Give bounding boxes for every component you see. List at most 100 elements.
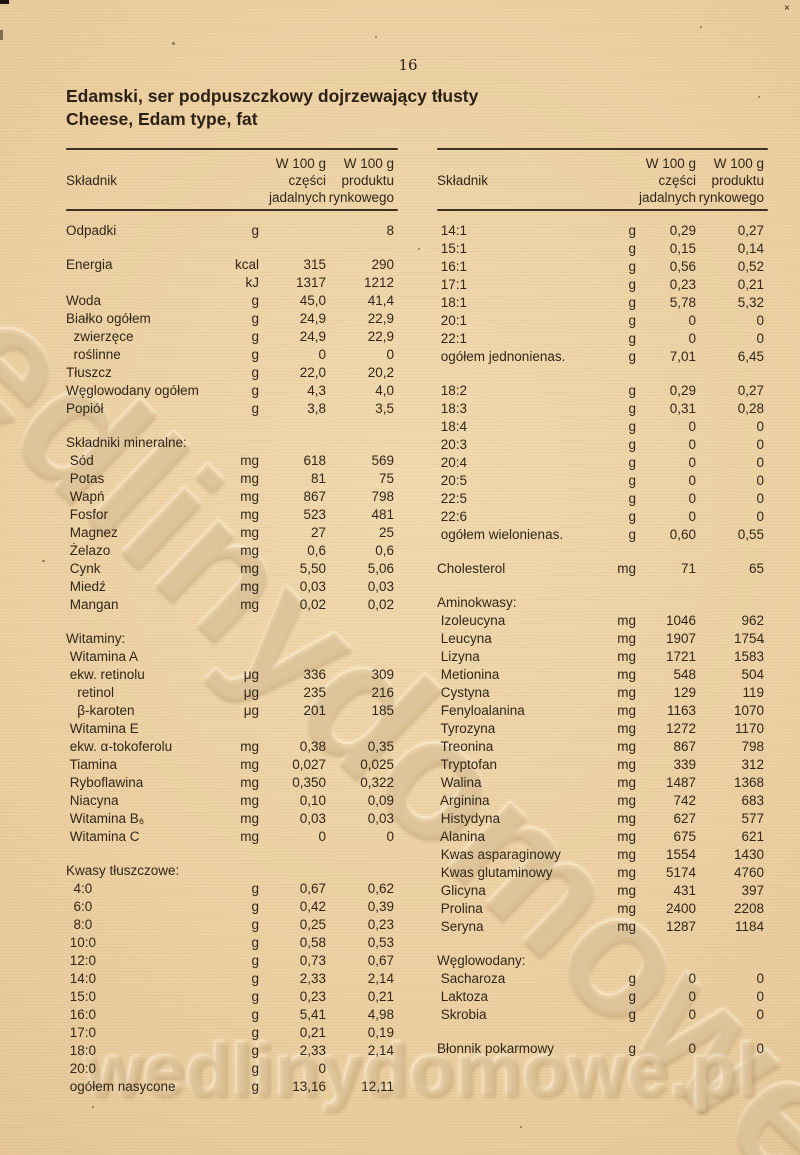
row-label: 10:0: [66, 935, 97, 950]
table-row: Kwas glutaminowy mg 5174 4760: [437, 864, 764, 882]
table-row: Sód mg 618 569: [66, 452, 394, 470]
table-row: Węglowodany ogółem g 4,3 4,0: [66, 382, 394, 400]
row-label: Niacyna: [66, 793, 119, 808]
row-value-market: 1754: [733, 631, 764, 646]
row-unit: mg: [617, 793, 636, 808]
row-label: β-karoten: [66, 703, 135, 718]
row-value-market: [696, 952, 764, 970]
row-label: Alanina: [437, 829, 486, 844]
row-unit: kJ: [245, 275, 260, 290]
row-unit: mg: [617, 811, 636, 826]
row-label: ekw. α-tokoferolu: [66, 739, 173, 754]
row-value-market: 0,39: [367, 899, 394, 914]
row-unit: mg: [240, 757, 259, 772]
row-unit: g: [628, 277, 636, 292]
row-label: Cystyna: [437, 685, 490, 700]
row-label: Leucyna: [437, 631, 492, 646]
row-value-market: 75: [378, 471, 394, 486]
table-row: 18:3 g 0,31 0,28: [437, 400, 764, 418]
row-value-market: 798: [371, 489, 394, 504]
row-value-market: 0,67: [367, 953, 394, 968]
table-row: 18:4 g 0 0: [437, 418, 764, 436]
row-value-market: 0,6: [375, 543, 394, 558]
row-label: Seryna: [437, 919, 484, 934]
row-label: 14:1: [437, 223, 468, 238]
row-label: Cynk: [66, 561, 101, 576]
row-value-market: 0,03: [367, 811, 394, 826]
row-label: 18:0: [66, 1043, 97, 1058]
row-label: Sacharoza: [437, 971, 506, 986]
row-value-edible: 0: [688, 989, 696, 1004]
row-value-market: 119: [742, 685, 764, 700]
row-value-market: 0: [756, 1041, 764, 1056]
row-unit: g: [251, 935, 259, 950]
row-value-market: 2,14: [367, 971, 394, 986]
table-row: 20:0 g 0: [66, 1060, 394, 1078]
row-value-edible: 0,6: [307, 543, 326, 558]
table-row: Witamina B₆ mg 0,03 0,03: [66, 810, 394, 828]
table-row: Walina mg 1487 1368: [437, 774, 764, 792]
row-unit: mg: [617, 721, 636, 736]
row-value-edible: 0: [688, 1041, 696, 1056]
table-row: 22:6 g 0 0: [437, 508, 764, 526]
row-value-edible: 867: [673, 739, 696, 754]
row-value-market: 3,5: [375, 401, 394, 416]
row-unit: g: [628, 989, 636, 1004]
table-row: Błonnik pokarmowy g 0 0: [437, 1040, 764, 1058]
row-value-market: 4,0: [375, 383, 394, 398]
row-value-market: 0: [756, 473, 764, 488]
page-title: Edamski, ser podpuszczkowy dojrzewający …: [66, 85, 478, 131]
row-unit: g: [628, 259, 636, 274]
header-col-market: W 100 g produktu rynkowego: [326, 155, 394, 206]
row-value-market: 290: [371, 257, 394, 272]
row-unit: g: [628, 223, 636, 238]
table-row: 20:1 g 0 0: [437, 312, 764, 330]
table-row: 14:0 g 2,33 2,14: [66, 970, 394, 988]
table-row: Sacharoza g 0 0: [437, 970, 764, 988]
scan-speckle: [42, 560, 45, 562]
table-row: Witamina C mg 0 0: [66, 828, 394, 846]
row-value-market: 1212: [363, 275, 394, 290]
title-english: Cheese, Edam type, fat: [66, 109, 258, 129]
row-unit: mg: [240, 829, 259, 844]
table-top-rule: [66, 148, 398, 150]
table-row: Potas mg 81 75: [66, 470, 394, 488]
row-value-edible: [259, 222, 326, 240]
table-row: 17:0 g 0,21 0,19: [66, 1024, 394, 1042]
row-value-market: 216: [371, 685, 394, 700]
row-value-market: 0,09: [367, 793, 394, 808]
row-value-edible: 0: [318, 829, 326, 844]
row-unit: [209, 630, 259, 648]
row-label: Cholesterol: [437, 561, 506, 576]
table-row: Izoleucyna mg 1046 962: [437, 612, 764, 630]
row-label: Tryptofan: [437, 757, 498, 772]
row-unit: μg: [243, 685, 259, 700]
row-value-market: 1368: [733, 775, 764, 790]
row-value-edible: 431: [673, 883, 696, 898]
table-row: Tiamina mg 0,027 0,025: [66, 756, 395, 774]
spacer-row: [437, 1024, 764, 1040]
spacer-row: [437, 578, 764, 594]
row-value-edible: 0,25: [299, 917, 326, 932]
table-row: Miedź mg 0,03 0,03: [66, 578, 394, 596]
table-row: 18:2 g 0,29 0,27: [437, 382, 764, 400]
table-row: Woda g 45,0 41,4: [66, 292, 394, 310]
row-label: 8:0: [66, 917, 93, 932]
row-value-market: 0,21: [737, 277, 764, 292]
row-label: 12:0: [66, 953, 97, 968]
row-value-edible: 675: [673, 829, 696, 844]
row-unit: g: [251, 971, 259, 986]
row-value-market: [696, 594, 764, 612]
row-value-market: [326, 862, 394, 880]
page-number: 16: [398, 56, 418, 74]
header-unit-spacer: [591, 155, 636, 206]
row-unit: g: [628, 349, 636, 364]
row-label: Węglowodany:: [437, 953, 526, 968]
row-label: Składniki mineralne:: [66, 435, 187, 450]
row-value-edible: 1554: [665, 847, 696, 862]
row-unit: g: [628, 401, 636, 416]
row-value-edible: 24,9: [299, 311, 326, 326]
row-label: Miedź: [66, 579, 106, 594]
row-value-edible: 627: [673, 811, 696, 826]
